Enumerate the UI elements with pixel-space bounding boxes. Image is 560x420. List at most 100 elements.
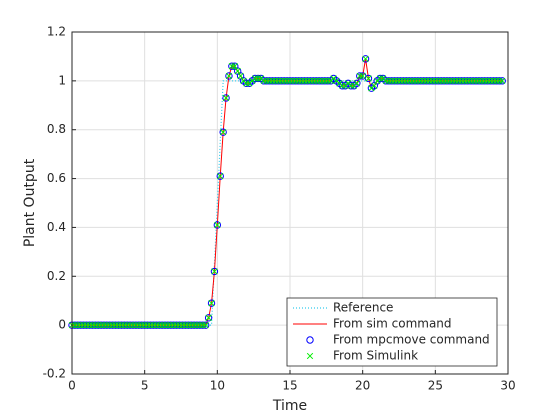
marker <box>161 321 169 329</box>
marker <box>356 72 363 80</box>
marker <box>315 77 323 85</box>
y-tick-label: 0 <box>58 318 66 332</box>
marker <box>190 321 198 329</box>
marker <box>376 75 384 82</box>
marker <box>193 321 201 329</box>
marker <box>499 77 506 85</box>
marker <box>455 77 462 85</box>
marker <box>204 314 213 322</box>
marker <box>432 77 439 85</box>
x-tick-label: 5 <box>141 379 149 393</box>
marker <box>254 75 262 82</box>
marker <box>124 321 131 329</box>
marker <box>106 321 113 329</box>
marker <box>243 80 250 87</box>
marker <box>446 77 454 85</box>
marker <box>458 77 465 85</box>
legend-swatch <box>306 336 314 344</box>
marker <box>397 77 404 85</box>
marker <box>228 63 236 70</box>
marker <box>150 321 157 329</box>
marker <box>347 82 355 89</box>
marker <box>391 77 398 85</box>
marker <box>286 77 294 85</box>
marker <box>83 321 90 329</box>
marker <box>283 77 291 85</box>
marker <box>170 321 177 329</box>
marker <box>167 321 174 329</box>
legend-label: From mpcmove command <box>333 333 490 347</box>
marker <box>263 77 270 85</box>
x-tick-label: 10 <box>210 379 225 393</box>
y-tick-label: 0.8 <box>47 122 66 136</box>
marker <box>234 67 241 75</box>
marker <box>74 321 81 329</box>
marker <box>385 77 392 85</box>
marker <box>278 77 285 85</box>
marker <box>440 77 448 85</box>
marker <box>420 77 427 85</box>
marker <box>467 77 474 85</box>
marker <box>217 172 224 180</box>
x-tick-label: 20 <box>355 379 370 393</box>
marker <box>400 77 407 85</box>
marker <box>100 321 108 329</box>
marker <box>179 321 186 329</box>
marker <box>487 77 494 85</box>
marker <box>272 77 279 85</box>
marker <box>292 77 299 85</box>
series-markers <box>68 55 506 329</box>
marker <box>89 321 96 329</box>
marker <box>211 268 218 275</box>
marker <box>109 321 116 329</box>
marker <box>95 321 102 329</box>
marker <box>359 72 366 80</box>
marker <box>164 321 172 329</box>
marker <box>435 77 442 85</box>
marker <box>219 129 227 136</box>
marker <box>394 77 401 85</box>
marker <box>182 321 189 329</box>
marker <box>408 77 416 85</box>
marker <box>469 77 477 85</box>
marker <box>138 321 145 329</box>
marker <box>307 77 314 85</box>
marker <box>144 321 151 329</box>
marker <box>103 321 111 329</box>
marker <box>496 77 503 85</box>
marker <box>313 77 320 85</box>
marker <box>388 77 395 85</box>
marker <box>475 77 483 85</box>
y-tick-label: 1 <box>58 73 66 87</box>
y-tick-label: -0.2 <box>43 367 66 381</box>
x-axis-label: Time <box>272 398 307 414</box>
marker <box>112 321 119 329</box>
marker <box>71 321 79 329</box>
marker <box>371 82 378 89</box>
marker <box>464 77 471 85</box>
marker <box>361 55 370 63</box>
marker <box>207 299 216 307</box>
marker <box>429 77 436 85</box>
y-tick-label: 0.6 <box>47 171 66 185</box>
marker <box>77 321 84 329</box>
marker <box>484 77 491 85</box>
marker <box>324 77 331 85</box>
marker <box>411 77 419 85</box>
legend-swatch <box>306 352 314 360</box>
marker <box>461 77 468 85</box>
marker <box>118 321 125 329</box>
x-tick-label: 25 <box>428 379 443 393</box>
marker <box>92 321 99 329</box>
marker <box>156 321 163 329</box>
marker <box>406 77 413 85</box>
y-tick-label: 1.2 <box>47 25 66 39</box>
marker <box>472 77 480 85</box>
marker <box>237 72 244 80</box>
marker <box>298 77 305 85</box>
marker <box>339 82 346 89</box>
marker <box>417 77 424 85</box>
x-tick-label: 0 <box>68 379 76 393</box>
